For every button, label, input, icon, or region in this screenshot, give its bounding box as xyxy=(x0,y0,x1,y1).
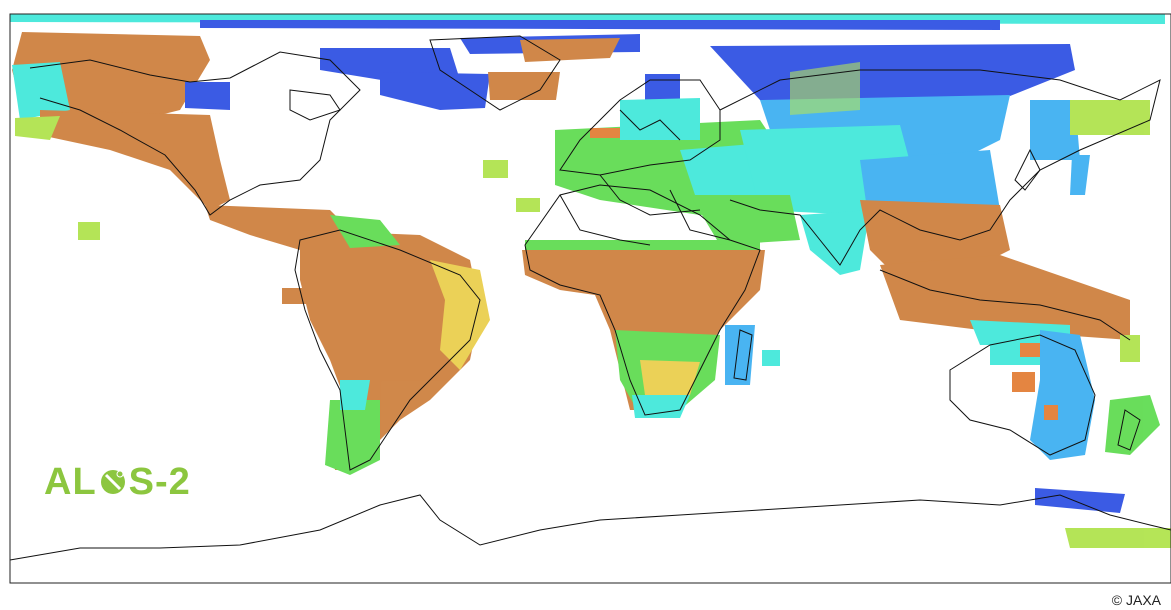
alaska-green xyxy=(12,62,70,120)
scandinavia-blue xyxy=(645,74,680,100)
coast-japan xyxy=(1014,148,1041,191)
antarctica-green xyxy=(1065,528,1171,548)
alos2-logo: AL S-2 xyxy=(44,458,204,506)
antarctica-blue xyxy=(1035,488,1125,513)
logo-text-suffix: S-2 xyxy=(128,461,191,503)
cape-verde xyxy=(516,198,540,212)
japan-blue xyxy=(1030,100,1080,160)
map-border xyxy=(9,13,1171,584)
middle-east xyxy=(690,195,800,245)
africa-north-green xyxy=(525,240,760,250)
scandinavia-cyan xyxy=(620,98,700,140)
na-west-coast xyxy=(40,110,230,210)
africa-main xyxy=(522,250,765,410)
copyright-credit: © JAXA xyxy=(1111,592,1161,608)
japan-green xyxy=(1070,100,1150,135)
coverage-swaths xyxy=(10,14,1171,548)
hawaii-swath xyxy=(78,222,100,240)
coast-europe xyxy=(559,79,721,176)
logo-text-prefix: AL xyxy=(44,461,97,503)
na-west-green xyxy=(15,116,60,140)
sa-east-yellow xyxy=(430,260,490,370)
coast-africa xyxy=(524,184,761,416)
coast-asia xyxy=(719,69,1161,266)
sa-south-cyan xyxy=(340,380,370,410)
coast-greenland xyxy=(429,35,561,111)
indonesia xyxy=(880,255,1130,340)
coast-new-zealand xyxy=(1117,409,1141,451)
iberia-orange xyxy=(590,128,620,138)
africa-southtip xyxy=(632,395,690,418)
coast-australia xyxy=(949,334,1096,456)
australia-east xyxy=(1030,330,1095,460)
globe-satellite-icon xyxy=(100,470,125,494)
coast-europe-borders xyxy=(559,109,731,246)
azores xyxy=(483,160,508,178)
india xyxy=(800,210,870,275)
coast-indonesia xyxy=(879,269,1131,341)
mauritius xyxy=(762,350,780,366)
australia-orange xyxy=(1012,372,1035,392)
coast-antarctica xyxy=(9,494,1171,561)
coastlines xyxy=(9,35,1171,561)
australia-orange-2 xyxy=(1020,343,1040,357)
canada-blue-1 xyxy=(185,82,230,110)
coast-north-america xyxy=(29,51,361,216)
coast-madagascar xyxy=(733,329,753,381)
caribbean-green xyxy=(330,215,400,248)
russia-stripes xyxy=(790,62,860,115)
coast-hudson xyxy=(289,89,341,121)
canada-blue-3 xyxy=(380,72,490,110)
galapagos xyxy=(282,288,310,304)
pacific-islands xyxy=(1120,335,1140,362)
arctic-swath-top-blue xyxy=(200,20,1000,30)
africa-south-yellow xyxy=(640,360,700,395)
coast-south-america xyxy=(294,229,481,471)
kamchatka-blue xyxy=(1070,155,1090,195)
iceland-orange xyxy=(488,72,560,100)
greenland-orange xyxy=(520,38,620,62)
sa-south-green xyxy=(325,400,380,475)
tasmania-orange xyxy=(1044,405,1058,420)
